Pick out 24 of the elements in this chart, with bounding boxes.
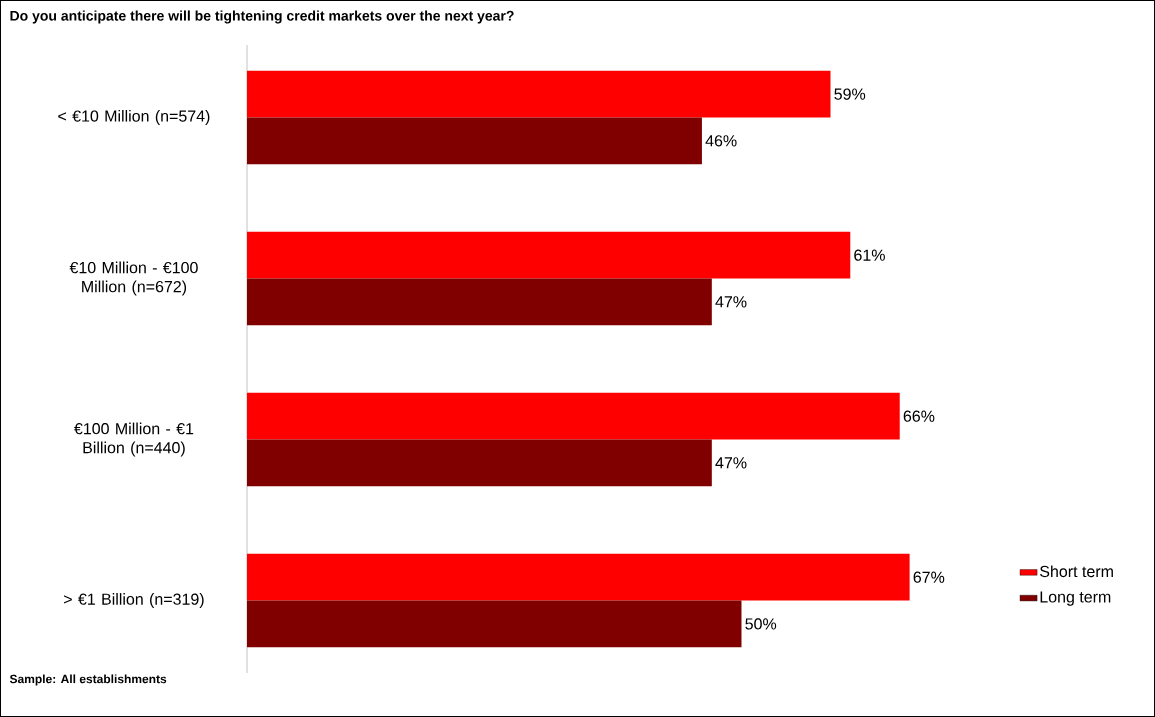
data-label: 47%: [715, 457, 747, 469]
data-label: 67%: [913, 571, 945, 583]
bar: [247, 439, 712, 487]
bar: [247, 231, 851, 279]
data-label: 47%: [715, 296, 747, 308]
y-tick-label: €10 Million - €100 Million (n=672): [69, 261, 198, 296]
y-tick-label: €100 Million - €1 Billion (n=440): [74, 422, 194, 457]
bar: [247, 117, 702, 165]
data-label: 50%: [745, 618, 777, 630]
data-label: 46%: [705, 135, 737, 147]
legend-label: Short term: [1040, 565, 1113, 578]
legend-label: Long term: [1040, 591, 1111, 606]
data-label: 61%: [854, 249, 885, 261]
bar: [247, 600, 742, 648]
bar: [247, 70, 831, 118]
y-tick-label: > €1 Billion (n=319): [64, 593, 204, 608]
bar: [247, 278, 712, 326]
text: Sample: All establishments: [9, 674, 167, 686]
bar: [247, 392, 900, 440]
chart-title: Do you anticipate there will be tightening credit markets over the next year?: [10, 10, 514, 24]
y-tick-label: < €10 Million (n=574): [58, 110, 210, 125]
data-label: 59%: [834, 88, 866, 100]
bar: [247, 553, 910, 601]
data-label: 66%: [903, 410, 935, 422]
